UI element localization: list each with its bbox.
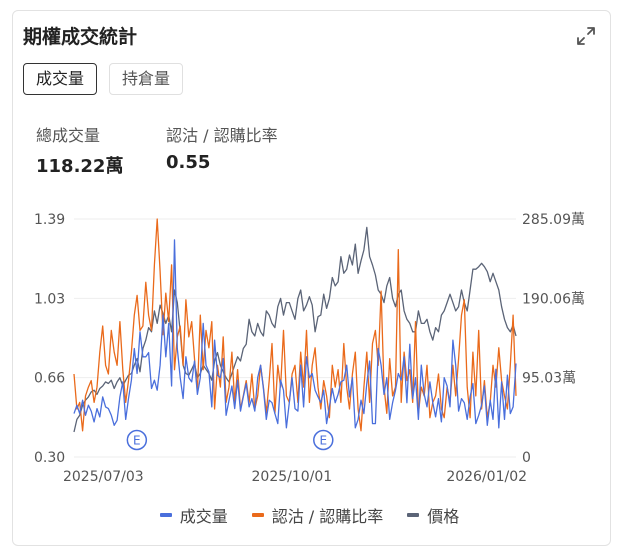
series-line-price <box>73 226 517 433</box>
stat-total-volume: 總成交量 118.22萬 <box>36 122 123 178</box>
x-tick-label: 2026/01/02 <box>446 469 527 485</box>
legend-swatch <box>251 513 264 517</box>
tab-volume[interactable]: 成交量 <box>23 63 98 95</box>
x-tick-label: 2025/07/03 <box>63 469 144 485</box>
y-left-tick-label: 0.30 <box>34 450 65 466</box>
tab-bar: 成交量 持倉量 <box>23 63 184 95</box>
legend-item-volume[interactable]: 成交量 <box>159 503 228 527</box>
y-left-tick-label: 0.66 <box>34 371 65 387</box>
event-marker <box>126 429 148 451</box>
event-marker-label: E <box>133 434 141 448</box>
y-right-tick-label: 285.09萬 <box>522 212 585 228</box>
legend-label: 成交量 <box>179 507 228 526</box>
event-marker <box>313 429 334 451</box>
stat-label: 認沽 / 認購比率 <box>166 126 278 145</box>
legend-item-ratio[interactable]: 認沽 / 認購比率 <box>251 503 384 527</box>
legend-label: 認沽 / 認購比率 <box>271 507 384 526</box>
legend-swatch <box>407 513 420 517</box>
y-left-tick-label: 1.03 <box>34 291 65 307</box>
card-title: 期權成交統計 <box>23 26 138 48</box>
series-line-volume <box>73 239 517 429</box>
legend-item-price[interactable]: 價格 <box>407 503 459 527</box>
event-marker-label: E <box>319 434 327 448</box>
tab-open-interest[interactable]: 持倉量 <box>109 63 184 95</box>
y-right-tick-label: 190.06萬 <box>522 291 585 307</box>
expand-icon[interactable] <box>575 25 597 47</box>
legend-swatch <box>159 513 172 517</box>
y-right-tick-label: 0 <box>522 450 531 466</box>
volume-chart: 1.39 285.09萬 1.03 190.06萬 0.66 95.03萬 0.30 0 202… <box>34 212 585 485</box>
legend-label: 價格 <box>427 507 460 526</box>
stat-label: 總成交量 <box>36 126 101 145</box>
x-tick-label: 2025/10/01 <box>252 469 333 485</box>
y-right-tick-label: 95.03萬 <box>522 371 576 387</box>
y-left-tick-label: 1.39 <box>34 212 65 228</box>
stat-value: 0.55 <box>166 152 211 173</box>
stat-value: 118.22萬 <box>36 156 124 177</box>
stat-put-call-ratio: 認沽 / 認購比率 0.55 <box>166 122 278 173</box>
chart-legend: 成交量 認沽 / 認購比率 價格 <box>0 503 619 527</box>
